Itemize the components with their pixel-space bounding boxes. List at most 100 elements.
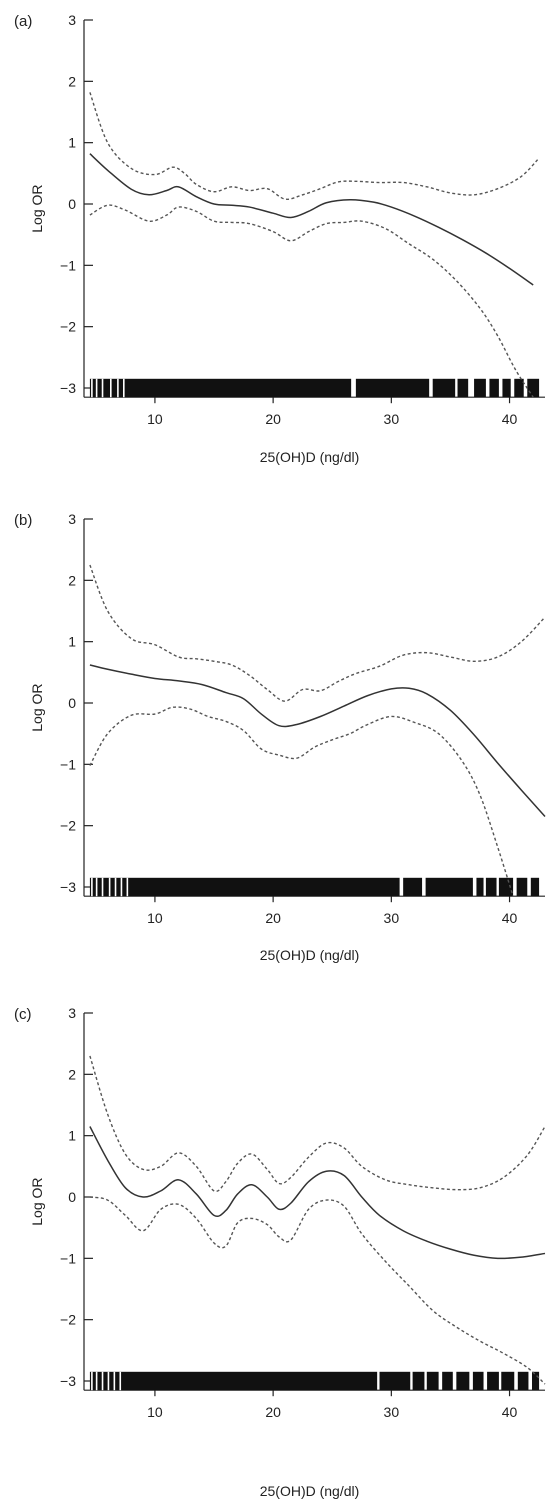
- rug-gap: [95, 877, 98, 897]
- y-tick-label: −2: [60, 1312, 76, 1328]
- y-tick-label: 3: [68, 511, 76, 527]
- y-axis-label: Log OR: [29, 1177, 45, 1225]
- y-tick-label: 2: [68, 73, 76, 89]
- y-tick-label: −2: [60, 818, 76, 834]
- panel-label: (a): [14, 13, 32, 30]
- y-tick-label: 1: [68, 1128, 76, 1144]
- rug-segment: [472, 1371, 484, 1391]
- rug-segment: [530, 877, 540, 897]
- rug-segment: [474, 378, 486, 398]
- y-tick-label: −1: [60, 756, 76, 772]
- y-tick-label: 1: [68, 135, 76, 151]
- rug-segment: [403, 877, 423, 897]
- rug-gap: [120, 877, 123, 897]
- rug-plot: [89, 877, 540, 897]
- rug-segment: [531, 1371, 540, 1391]
- rug-segment: [487, 1371, 499, 1391]
- rug-gap: [95, 1371, 98, 1391]
- rug-gap: [95, 378, 98, 398]
- y-tick-label: −3: [60, 380, 76, 396]
- rug-gap: [101, 877, 104, 897]
- y-tick-label: −3: [60, 1373, 76, 1389]
- x-tick-label: 40: [502, 1404, 518, 1420]
- rug-gap: [107, 1371, 110, 1391]
- rug-segment: [485, 877, 497, 897]
- rug-plot: [89, 1371, 540, 1391]
- rug-plot: [89, 378, 540, 398]
- x-tick-label: 10: [147, 1404, 163, 1420]
- rug-gap: [126, 877, 129, 897]
- rug-gap: [91, 877, 93, 897]
- x-axis-label: 25(OH)D (ng/dl): [260, 947, 360, 963]
- y-tick-label: −3: [60, 879, 76, 895]
- y-tick-label: −2: [60, 319, 76, 335]
- rug-gap: [123, 378, 125, 398]
- y-tick-label: 0: [68, 196, 76, 212]
- fitted-curve: [89, 1126, 546, 1260]
- x-tick-label: 20: [265, 1404, 281, 1420]
- ci-lower-curve: [89, 204, 534, 398]
- rug-gap: [91, 1371, 93, 1391]
- x-axis-label: 25(OH)D (ng/dl): [260, 449, 360, 465]
- rug-segment: [425, 877, 473, 897]
- panel-label: (c): [14, 1006, 32, 1023]
- rug-segment: [89, 1371, 378, 1391]
- rug-segment: [456, 1371, 470, 1391]
- ci-lower-curve: [89, 1196, 546, 1385]
- y-axis-label: Log OR: [29, 184, 45, 232]
- x-tick-label: 30: [384, 411, 400, 427]
- rug-segment: [476, 877, 484, 897]
- ci-upper-curve: [89, 1055, 546, 1193]
- rug-segment: [516, 877, 528, 897]
- x-tick-label: 20: [265, 411, 281, 427]
- ci-upper-curve: [89, 92, 540, 200]
- y-tick-label: −1: [60, 1250, 76, 1266]
- y-tick-label: −1: [60, 257, 76, 273]
- y-tick-label: 0: [68, 695, 76, 711]
- y-tick-label: 3: [68, 12, 76, 28]
- rug-segment: [355, 378, 430, 398]
- rug-gap: [101, 378, 104, 398]
- y-tick-label: 2: [68, 1066, 76, 1082]
- fitted-curve: [89, 153, 534, 286]
- rug-gap: [101, 1371, 104, 1391]
- rug-segment: [527, 378, 540, 398]
- rug-gap: [119, 1371, 122, 1391]
- rug-segment: [489, 378, 499, 398]
- rug-segment: [457, 378, 469, 398]
- y-tick-label: 3: [68, 1005, 76, 1021]
- y-axis-label: Log OR: [29, 683, 45, 731]
- y-tick-label: 0: [68, 1189, 76, 1205]
- y-tick-label: 1: [68, 634, 76, 650]
- panel-label: (b): [14, 512, 32, 529]
- rug-segment: [442, 1371, 453, 1391]
- rug-segment: [502, 378, 511, 398]
- rug-gap: [110, 378, 112, 398]
- rug-segment: [89, 877, 400, 897]
- x-tick-label: 40: [502, 910, 518, 926]
- rug-segment: [501, 1371, 515, 1391]
- rug-gap: [113, 1371, 116, 1391]
- fitted-curve: [89, 664, 546, 817]
- rug-segment: [379, 1371, 411, 1391]
- rug-gap: [108, 877, 111, 897]
- rug-segment: [432, 378, 456, 398]
- rug-gap: [91, 378, 93, 398]
- rug-segment: [514, 378, 524, 398]
- x-tick-label: 40: [502, 411, 518, 427]
- rug-segment: [426, 1371, 439, 1391]
- x-axis-label: 25(OH)D (ng/dl): [260, 1483, 360, 1499]
- rug-segment: [517, 1371, 529, 1391]
- x-tick-label: 20: [265, 910, 281, 926]
- x-tick-label: 30: [384, 910, 400, 926]
- ci-upper-curve: [89, 564, 546, 702]
- y-tick-label: 2: [68, 572, 76, 588]
- ci-lower-curve: [89, 706, 514, 897]
- rug-segment: [412, 1371, 425, 1391]
- rug-gap: [114, 877, 117, 897]
- x-tick-label: 30: [384, 1404, 400, 1420]
- rug-segment: [89, 378, 352, 398]
